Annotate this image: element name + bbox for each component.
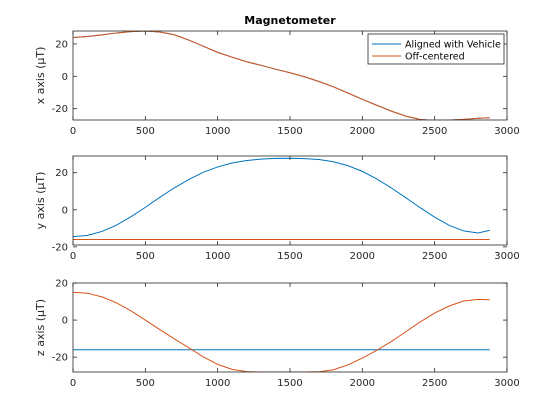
x-tick-label-z: 0 — [70, 378, 76, 389]
y-tick-label-x: 0 — [62, 72, 68, 83]
y-tick-label-z: 20 — [55, 279, 68, 290]
x-tick-label-y: 1500 — [277, 251, 302, 262]
x-tick-label-y: 1000 — [205, 251, 230, 262]
y-tick-label-x: 20 — [55, 39, 68, 50]
x-tick-label-z: 500 — [136, 378, 155, 389]
y-axis-label-x: x axis (μT) — [34, 47, 47, 105]
x-tick-label-x: 0 — [70, 126, 76, 137]
x-tick-label-y: 2000 — [350, 251, 375, 262]
x-tick-label-y: 0 — [70, 251, 76, 262]
x-tick-label-z: 2000 — [350, 378, 375, 389]
series-group-z — [73, 291, 490, 372]
series-group-y — [73, 157, 490, 240]
series-line-off-centered-z — [73, 291, 490, 372]
y-tick-label-z: -20 — [52, 353, 68, 364]
x-tick-label-z: 1500 — [277, 378, 302, 389]
legend-label-aligned-with-vehicle: Aligned with Vehicle — [405, 40, 501, 51]
y-tick-label-z: 0 — [62, 316, 68, 327]
y-tick-label-y: 20 — [55, 168, 68, 179]
y-axis-label-z: z axis (μT) — [34, 299, 47, 356]
plot-area-z — [73, 283, 507, 372]
x-tick-label-x: 2000 — [350, 126, 375, 137]
x-tick-label-y: 2500 — [422, 251, 447, 262]
series-line-aligned-with-vehicle-y — [73, 157, 490, 238]
x-tick-label-y: 500 — [136, 251, 155, 262]
x-tick-label-x: 3000 — [494, 126, 519, 137]
legend-label-off-centered: Off-centered — [405, 52, 465, 63]
y-tick-label-y: -20 — [52, 242, 68, 253]
y-tick-label-x: -20 — [52, 104, 68, 115]
x-tick-label-x: 1500 — [277, 126, 302, 137]
x-tick-label-z: 3000 — [494, 378, 519, 389]
y-tick-label-y: 0 — [62, 205, 68, 216]
plot-area-y — [73, 156, 507, 245]
x-tick-label-z: 1000 — [205, 378, 230, 389]
x-tick-label-x: 1000 — [205, 126, 230, 137]
subplot-z: 0 500 1000 1500 2000 2500 3000 -20 0 20 z axis (μT… — [34, 279, 520, 390]
x-tick-label-x: 2500 — [422, 126, 447, 137]
x-tick-label-z: 2500 — [422, 378, 447, 389]
x-tick-label-y: 3000 — [494, 251, 519, 262]
legend-box — [367, 33, 505, 65]
y-axis-label-y: y axis (μT) — [34, 172, 47, 230]
chart-title: Magnetometer — [244, 14, 336, 27]
x-tick-label-x: 500 — [136, 126, 155, 137]
